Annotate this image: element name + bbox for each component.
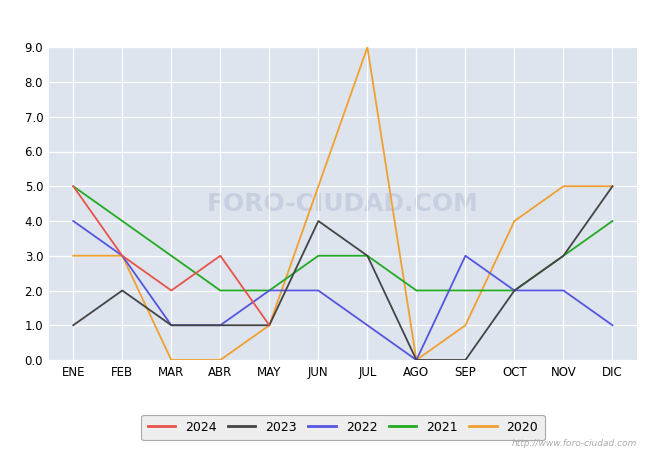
Legend: 2024, 2023, 2022, 2021, 2020: 2024, 2023, 2022, 2021, 2020: [141, 415, 545, 440]
Text: FORO-CIUDAD.COM: FORO-CIUDAD.COM: [207, 192, 479, 216]
Text: Matriculaciones de Vehiculos en Trabada: Matriculaciones de Vehiculos en Trabada: [161, 12, 489, 27]
Text: http://www.foro-ciudad.com: http://www.foro-ciudad.com: [512, 439, 637, 448]
